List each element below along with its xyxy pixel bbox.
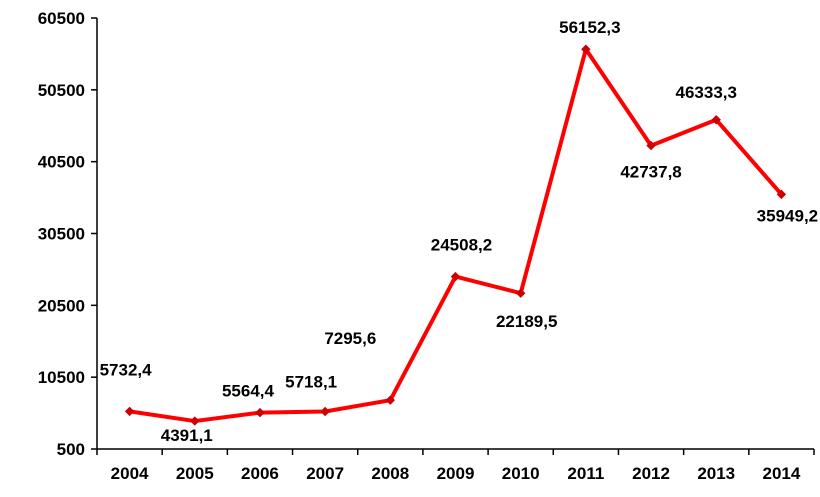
y-axis-ticks: 500 10500 20500 30500 40500 50500 60500 [38,9,97,459]
data-labels: 5732,4 4391,1 5564,4 5718,1 7295,6 24508,2 221… [100,18,819,445]
data-label: 5718,1 [285,373,337,392]
data-point-marker [385,395,396,405]
x-tick-label: 2004 [111,464,149,483]
data-label: 35949,2 [757,206,818,225]
y-tick-label: 30500 [38,225,85,244]
y-tick-label: 10500 [38,368,85,387]
x-tick-label: 2009 [437,464,475,483]
series-line [124,44,787,426]
x-tick-label: 2012 [632,464,670,483]
data-label: 22189,5 [496,312,557,331]
x-tick-label: 2006 [241,464,279,483]
data-point-marker [711,115,721,125]
x-tick-label: 2008 [371,464,409,483]
data-point-marker [255,407,265,418]
y-tick-label: 40500 [38,153,85,172]
data-point-marker [320,406,330,417]
data-label: 5564,4 [222,382,275,401]
data-label: 7295,6 [324,329,376,348]
x-tick-label: 2007 [306,464,344,483]
data-point-marker [581,44,591,54]
y-tick-label: 500 [57,440,85,459]
y-tick-label: 50500 [38,81,85,100]
x-tick-label: 2011 [567,464,604,483]
data-point-marker [515,288,526,298]
data-label: 46333,3 [676,83,737,102]
data-label: 5732,4 [100,360,153,379]
data-label: 4391,1 [161,426,213,445]
data-point-marker [776,189,787,200]
x-tick-label: 2010 [502,464,540,483]
data-point-marker [646,140,656,151]
x-axis-ticks: 2004 2005 2006 2007 2008 2009 2010 2011 2012 2013… [96,449,815,483]
data-point-marker [124,406,135,417]
y-tick-label: 20500 [38,296,85,315]
data-point-marker [190,416,200,426]
data-label: 42737,8 [620,163,681,182]
x-tick-label: 2013 [697,464,735,483]
x-tick-label: 2005 [176,464,214,483]
data-point-marker [450,271,461,282]
y-tick-label: 60500 [38,9,85,28]
data-label: 56152,3 [559,18,620,37]
data-label: 24508,2 [431,236,492,255]
x-tick-label: 2014 [762,464,800,483]
